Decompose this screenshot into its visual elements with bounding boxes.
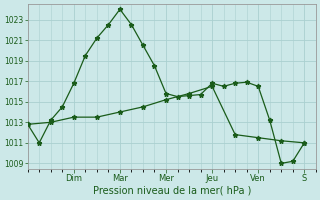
X-axis label: Pression niveau de la mer( hPa ): Pression niveau de la mer( hPa ) [92, 186, 251, 196]
